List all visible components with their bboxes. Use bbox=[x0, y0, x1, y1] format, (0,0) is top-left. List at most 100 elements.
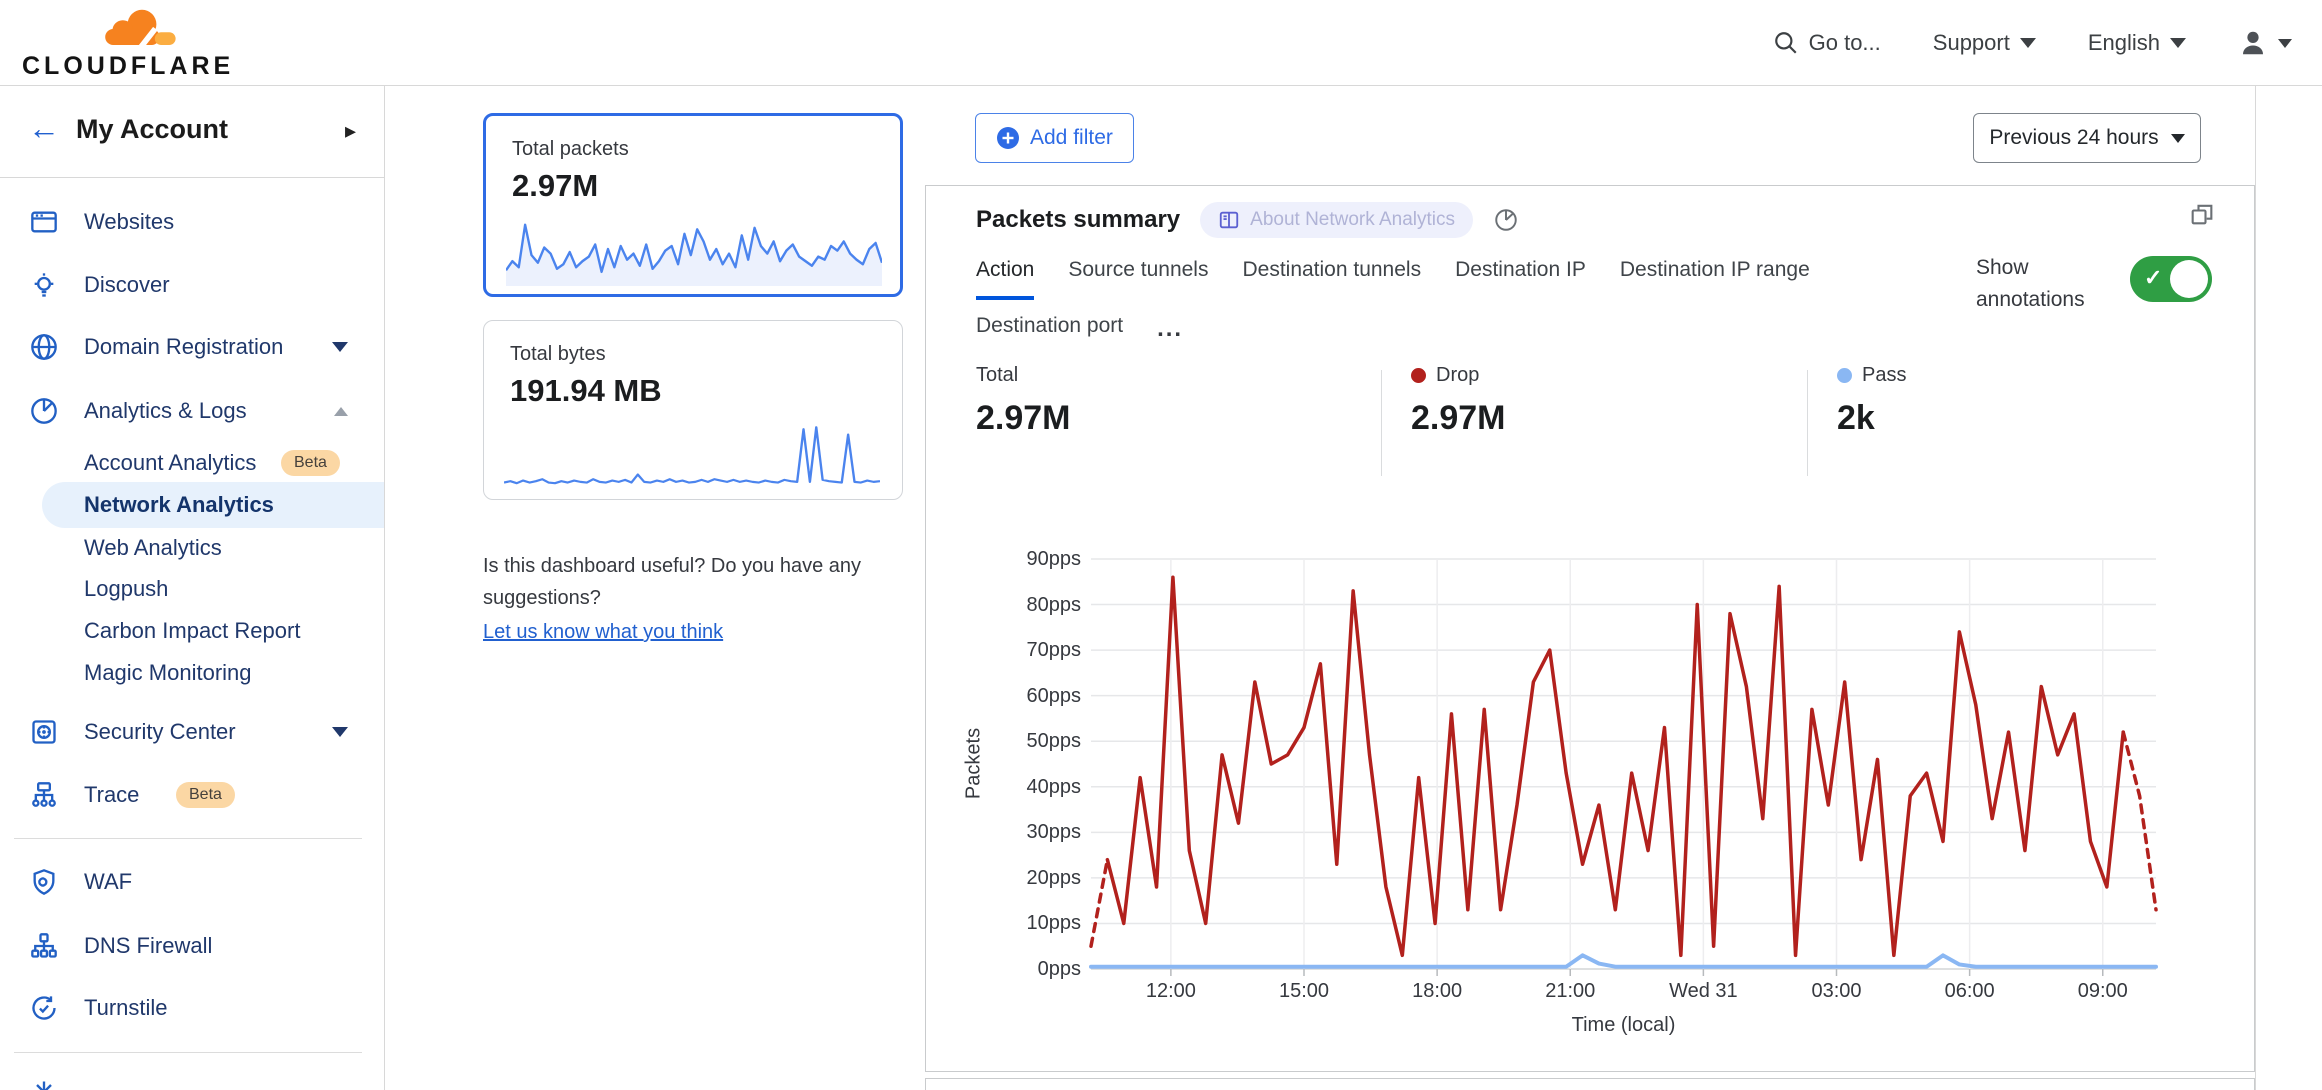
x-tick-label: 03:00 bbox=[1811, 980, 1862, 1002]
support-label: Support bbox=[1932, 30, 2010, 55]
stat-value: 2.97M bbox=[1411, 399, 1506, 437]
goto-label: Go to... bbox=[1808, 30, 1881, 55]
chevron-down-icon bbox=[2170, 133, 2185, 143]
language-label: English bbox=[2087, 30, 2160, 55]
packets-line-chart bbox=[1089, 558, 2158, 976]
y-tick-label: 50pps bbox=[1026, 730, 1082, 753]
shield-gear-icon bbox=[33, 869, 55, 895]
book-icon bbox=[1219, 211, 1239, 229]
pie-chart-icon[interactable] bbox=[1493, 207, 1519, 233]
sidebar-divider bbox=[14, 1052, 362, 1053]
x-tick-label: 18:00 bbox=[1412, 980, 1463, 1002]
sidebar-item-account-analytics[interactable]: Account Analytics Beta bbox=[0, 442, 384, 484]
stat-drop: Drop 2.97M bbox=[1411, 364, 1506, 438]
about-network-analytics-pill[interactable]: About Network Analytics bbox=[1200, 202, 1474, 238]
starburst-icon bbox=[36, 1081, 52, 1090]
y-tick-label: 0pps bbox=[1037, 958, 1081, 980]
x-tick-label: Wed 31 bbox=[1669, 980, 1738, 1002]
x-axis-title: Time (local) bbox=[1571, 1014, 1676, 1036]
breakdown-tabs-row2: Destination port ... bbox=[976, 314, 1183, 352]
sidebar-item-security-center[interactable]: Security Center bbox=[0, 700, 384, 764]
sidebar-item-carbon-impact-report[interactable]: Carbon Impact Report bbox=[84, 618, 301, 643]
sidebar-item-network-analytics[interactable]: Network Analytics bbox=[0, 482, 384, 528]
feedback-question: Is this dashboard useful? Do you have an… bbox=[483, 555, 862, 609]
breakdown-tabs: Action Source tunnels Destination tunnel… bbox=[976, 258, 1810, 300]
feedback-block: Is this dashboard useful? Do you have an… bbox=[483, 550, 923, 648]
stat-pass: Pass 2k bbox=[1837, 364, 1906, 438]
feedback-link[interactable]: Let us know what you think bbox=[483, 621, 724, 643]
tab-action[interactable]: Action bbox=[976, 258, 1035, 300]
sidebar-item-waf[interactable]: WAF bbox=[0, 850, 384, 914]
tab-destination-port[interactable]: Destination port bbox=[976, 314, 1124, 337]
check-icon: ✓ bbox=[2144, 265, 2163, 290]
x-tick-label: 06:00 bbox=[1944, 980, 1995, 1002]
cloudflare-wordmark: CLOUDFLARE bbox=[22, 52, 235, 80]
trace-flow-icon bbox=[32, 782, 56, 807]
sidebar-partial-item[interactable] bbox=[0, 1064, 384, 1090]
next-panel-edge bbox=[925, 1078, 2255, 1090]
user-icon bbox=[2243, 31, 2263, 55]
sidebar-item-discover[interactable]: Discover bbox=[0, 253, 384, 317]
beta-badge: Beta bbox=[176, 782, 235, 808]
sidebar-divider bbox=[14, 838, 362, 839]
show-annotations-toggle[interactable]: ✓ bbox=[2130, 256, 2212, 302]
stat-label: Pass bbox=[1862, 364, 1907, 386]
chevron-down-icon bbox=[2278, 38, 2292, 48]
goto-search[interactable]: Go to... bbox=[1773, 30, 1881, 56]
tab-destination-ip[interactable]: Destination IP bbox=[1455, 258, 1586, 281]
total-packets-card[interactable]: Total packets 2.97M bbox=[483, 113, 903, 297]
more-tabs-button[interactable]: ... bbox=[1157, 315, 1184, 342]
x-axis-tick-labels: 12:00 15:00 18:00 21:00 Wed 31 03:00 06:00 09:0… bbox=[1091, 980, 2156, 1006]
tab-source-tunnels[interactable]: Source tunnels bbox=[1068, 258, 1209, 281]
total-packets-sparkline bbox=[506, 223, 882, 286]
sidebar-item-dns-firewall[interactable]: DNS Firewall bbox=[0, 914, 384, 978]
card-value: 191.94 MB bbox=[510, 373, 662, 408]
stat-divider bbox=[1381, 370, 1382, 476]
beta-badge: Beta bbox=[281, 450, 340, 476]
card-value: 2.97M bbox=[512, 168, 599, 203]
expand-panel-icon[interactable] bbox=[2188, 200, 2216, 228]
tab-destination-tunnels[interactable]: Destination tunnels bbox=[1242, 258, 1422, 281]
sidebar-item-magic-monitoring[interactable]: Magic Monitoring bbox=[84, 660, 252, 685]
sidebar-item-analytics-logs[interactable]: Analytics & Logs bbox=[0, 379, 384, 443]
vault-icon bbox=[32, 720, 56, 744]
sidebar-item-websites[interactable]: Websites bbox=[0, 190, 384, 254]
stat-total: Total 2.97M bbox=[976, 364, 1071, 438]
back-arrow-icon[interactable]: ← bbox=[28, 110, 60, 146]
y-tick-label: 70pps bbox=[1026, 639, 1082, 662]
stat-label: Drop bbox=[1436, 364, 1480, 386]
account-menu[interactable] bbox=[2238, 28, 2292, 58]
sidebar-item-logpush[interactable]: Logpush bbox=[84, 576, 169, 601]
support-menu[interactable]: Support bbox=[1933, 30, 2036, 56]
total-bytes-card[interactable]: Total bytes 191.94 MB bbox=[483, 320, 903, 500]
chevron-down-icon bbox=[2019, 38, 2036, 48]
sidebar-item-web-analytics[interactable]: Web Analytics bbox=[84, 535, 222, 560]
top-nav-bar: CLOUDFLARE Go to... Support English bbox=[0, 0, 2322, 86]
account-name: My Account bbox=[76, 114, 229, 144]
sidebar-item-turnstile[interactable]: Turnstile bbox=[0, 976, 384, 1040]
show-annotations-label: Show annotations bbox=[1976, 256, 2085, 311]
chevron-right-icon[interactable]: ▸ bbox=[344, 118, 356, 143]
cloudflare-cloud-icon bbox=[105, 9, 176, 50]
content-right-border bbox=[2255, 86, 2256, 1090]
sidebar: ← My Account ▸ Websites Discover Domain … bbox=[0, 86, 385, 1090]
cloudflare-logo[interactable]: CLOUDFLARE bbox=[22, 4, 230, 82]
stats-row: Total 2.97M Drop 2.97M Pass 2k bbox=[976, 364, 2206, 484]
card-title: Total packets bbox=[512, 138, 629, 160]
time-range-dropdown[interactable]: Previous 24 hours bbox=[1973, 113, 2201, 163]
pie-chart-icon bbox=[31, 398, 57, 424]
stat-divider bbox=[1807, 370, 1808, 476]
sidebar-item-domain-registration[interactable]: Domain Registration bbox=[0, 315, 384, 379]
sidebar-item-trace[interactable]: Trace Beta bbox=[0, 763, 384, 827]
y-tick-label: 60pps bbox=[1026, 684, 1082, 707]
x-tick-label: 09:00 bbox=[2077, 980, 2128, 1002]
y-tick-label: 20pps bbox=[1026, 866, 1082, 889]
lightbulb-icon bbox=[34, 273, 54, 297]
toggle-knob bbox=[2170, 260, 2208, 298]
language-menu[interactable]: English bbox=[2088, 30, 2186, 56]
account-header-row: ← My Account ▸ bbox=[0, 86, 384, 178]
tab-destination-ip-range[interactable]: Destination IP range bbox=[1619, 258, 1810, 281]
add-filter-button[interactable]: Add filter bbox=[975, 113, 1134, 163]
pass-legend-dot bbox=[1837, 368, 1852, 383]
chevron-down-icon bbox=[332, 342, 348, 352]
